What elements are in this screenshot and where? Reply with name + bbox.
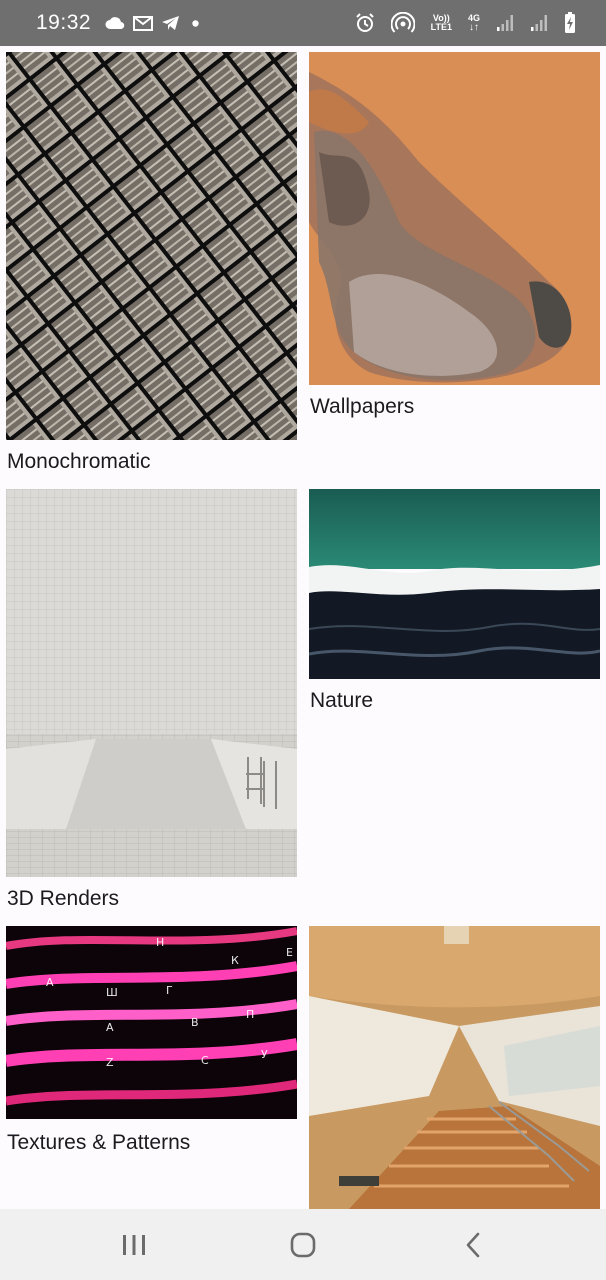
- category-card-nature[interactable]: Nature: [309, 489, 600, 719]
- category-thumbnail[interactable]: [309, 489, 600, 679]
- recents-icon: [121, 1234, 147, 1256]
- svg-text:С: С: [201, 1054, 209, 1067]
- svg-text:У: У: [261, 1048, 268, 1061]
- alarm-icon: [355, 13, 375, 33]
- svg-text:А: А: [106, 1021, 114, 1034]
- 4g-icon: 4G ↓↑: [468, 14, 480, 32]
- signal-icon: [530, 14, 548, 32]
- category-label: Monochromatic: [7, 450, 151, 474]
- category-card-wallpapers[interactable]: Wallpapers: [309, 52, 600, 427]
- svg-text:А: А: [46, 976, 54, 989]
- svg-text:К: К: [231, 954, 239, 967]
- category-label: Wallpapers: [310, 395, 414, 419]
- back-button[interactable]: [413, 1209, 533, 1280]
- status-time: 19:32: [36, 11, 91, 35]
- cloud-icon: [105, 16, 125, 30]
- svg-text:Е: Е: [286, 946, 293, 959]
- svg-text:Ш: Ш: [106, 986, 118, 999]
- category-card-interior[interactable]: [309, 926, 600, 1209]
- category-thumbnail[interactable]: Н К Е А Ш Г А В П Z С У: [6, 926, 297, 1119]
- svg-text:Г: Г: [166, 984, 173, 997]
- category-thumbnail[interactable]: [309, 52, 600, 385]
- mail-icon: [133, 16, 153, 31]
- category-label: Nature: [310, 689, 373, 713]
- category-label: 3D Renders: [7, 887, 119, 911]
- category-thumbnail[interactable]: [6, 489, 297, 877]
- home-icon: [290, 1232, 316, 1258]
- navigation-bar: [0, 1209, 606, 1280]
- category-card-3d-renders[interactable]: 3D Renders: [6, 489, 297, 913]
- home-button[interactable]: [243, 1209, 363, 1280]
- status-bar: 19:32 Vo)) LTE1 4G ↓↑: [0, 0, 606, 46]
- signal-icon: [496, 14, 514, 32]
- category-card-monochromatic[interactable]: Monochromatic: [6, 52, 297, 482]
- dot-icon: [192, 20, 199, 27]
- category-thumbnail[interactable]: [6, 52, 297, 440]
- recents-button[interactable]: [74, 1209, 194, 1280]
- battery-charging-icon: [564, 12, 576, 34]
- category-grid: Monochromatic Wallpapers: [0, 46, 606, 1209]
- category-label: Textures & Patterns: [7, 1131, 190, 1155]
- volte-bottom-text: LTE1: [431, 23, 452, 32]
- back-icon: [464, 1232, 482, 1258]
- category-thumbnail[interactable]: [309, 926, 600, 1209]
- svg-text:Н: Н: [156, 936, 164, 949]
- category-card-textures-patterns[interactable]: Н К Е А Ш Г А В П Z С У Textures & Patterns: [6, 926, 297, 1158]
- svg-text:В: В: [191, 1016, 199, 1029]
- telegram-icon: [161, 15, 180, 31]
- hotspot-icon: [391, 12, 415, 34]
- svg-text:Z: Z: [106, 1056, 114, 1069]
- svg-text:П: П: [246, 1008, 254, 1021]
- volte-icon: Vo)) LTE1: [431, 14, 452, 32]
